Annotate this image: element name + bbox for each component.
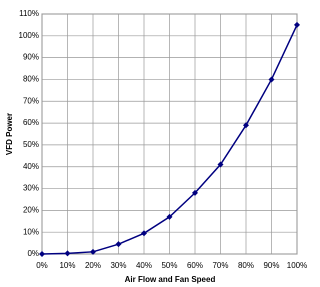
y-tick-label: 80% xyxy=(23,75,39,84)
data-marker xyxy=(39,251,45,257)
x-tick-label: 40% xyxy=(136,261,152,270)
chart: Air Flow and Fan Speed VFD Power 0% 10% 20… xyxy=(5,9,307,284)
y-tick-label: 110% xyxy=(19,9,39,18)
data-marker xyxy=(64,250,71,257)
data-marker xyxy=(141,230,147,237)
x-tick-label: 10% xyxy=(59,261,75,270)
y-tick-label: 40% xyxy=(23,162,39,171)
x-tick-label: 100% xyxy=(287,261,307,270)
y-tick-label: 0% xyxy=(27,249,39,258)
y-tick-label: 60% xyxy=(23,118,39,127)
data-marker xyxy=(192,189,198,196)
x-tick-label: 80% xyxy=(238,261,254,270)
x-tick-label: 90% xyxy=(263,261,279,270)
data-marker xyxy=(268,76,275,83)
y-tick-label: 20% xyxy=(23,205,39,214)
y-tick-label: 100% xyxy=(19,31,39,40)
data-marker xyxy=(243,122,249,129)
x-tick-label: 20% xyxy=(85,261,101,270)
y-tick-label: 70% xyxy=(23,96,39,105)
data-marker xyxy=(90,248,96,255)
data-marker xyxy=(217,161,224,168)
y-tick-label: 10% xyxy=(23,227,39,236)
data-marker xyxy=(115,241,122,248)
y-axis-title: VFD Power xyxy=(5,113,14,155)
y-tick-label: 50% xyxy=(23,140,39,149)
x-axis-title: Air Flow and Fan Speed xyxy=(125,275,216,284)
data-marker xyxy=(294,21,300,28)
y-tick-label: 30% xyxy=(23,184,39,193)
x-tick-label: 70% xyxy=(212,261,228,270)
y-tick-label: 90% xyxy=(23,53,39,62)
x-tick-label: 30% xyxy=(110,261,126,270)
x-tick-label: 50% xyxy=(161,261,177,270)
x-tick-label: 0% xyxy=(36,261,48,270)
x-tick-label: 60% xyxy=(187,261,203,270)
data-marker xyxy=(166,213,173,220)
